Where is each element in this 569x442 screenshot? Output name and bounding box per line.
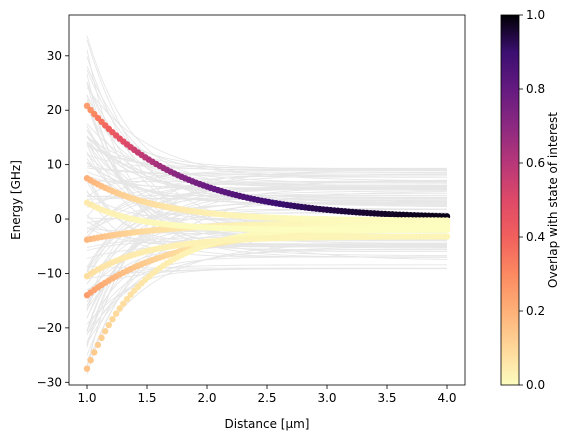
background-curve <box>86 174 448 238</box>
x-axis: 1.0 1.5 2.0 2.5 3.0 3.5 4.0 <box>77 385 457 405</box>
data-point <box>83 102 91 110</box>
colorbar-tick-label: 0.2 <box>526 304 545 318</box>
colorbar-tick-label: 0.8 <box>526 82 545 96</box>
background-curve <box>86 180 447 183</box>
y-axis: −30 −20 −10 0 10 20 30 <box>37 49 69 389</box>
x-tick-label: 3.0 <box>317 391 336 405</box>
x-tick-label: 4.0 <box>437 391 456 405</box>
x-axis-label: Distance [μm] <box>225 417 310 431</box>
colorbar-gradient <box>500 14 520 386</box>
colorbar-tick-label: 0.4 <box>526 230 545 244</box>
data-point <box>120 300 127 307</box>
x-tick-label: 1.5 <box>137 391 156 405</box>
background-curve <box>86 102 448 178</box>
colorbar: 0.0 0.2 0.4 0.6 0.8 1.0 Overlap with state of… <box>500 8 560 392</box>
data-point <box>87 357 94 364</box>
background-curve <box>86 175 447 189</box>
background-curve <box>86 172 447 198</box>
colorbar-ticks: 0.0 0.2 0.4 0.6 0.8 1.0 <box>519 8 545 392</box>
colorbar-tick-label: 0.0 <box>526 378 545 392</box>
background-curve <box>86 130 448 199</box>
background-curve <box>86 175 447 258</box>
y-tick-label: 30 <box>47 49 62 63</box>
data-point <box>109 316 116 323</box>
x-tick-label: 2.5 <box>257 391 276 405</box>
background-curve <box>86 145 447 172</box>
background-curve <box>86 154 447 171</box>
y-tick-label: 20 <box>47 103 62 117</box>
background-curve <box>86 242 448 361</box>
y-tick-label: −10 <box>37 266 62 280</box>
background-curve <box>86 182 448 208</box>
data-point <box>123 295 131 303</box>
data-point <box>105 321 113 329</box>
x-tick-label: 3.5 <box>377 391 396 405</box>
colorbar-label: Overlap with state of interest <box>546 112 560 288</box>
data-point <box>83 365 91 372</box>
y-tick-label: 0 <box>54 212 62 226</box>
background-curve <box>86 129 447 190</box>
background-curve <box>86 94 447 186</box>
data-point <box>443 233 451 240</box>
colorbar-tick-label: 0.6 <box>526 156 545 170</box>
plot-area: 1.0 1.5 2.0 2.5 3.0 3.5 4.0 −30 −20 −10 0 10 20 30 D… <box>9 14 466 431</box>
data-point <box>443 226 451 234</box>
x-tick-label: 1.0 <box>77 391 96 405</box>
background-curve <box>86 104 448 256</box>
data-point <box>101 328 109 335</box>
background-curve <box>86 190 448 233</box>
background-curve <box>86 264 447 291</box>
data-point <box>112 310 120 317</box>
data-point <box>98 334 105 342</box>
y-tick-label: 10 <box>47 158 62 172</box>
data-point <box>91 349 98 356</box>
y-tick-label: −30 <box>37 375 62 389</box>
y-axis-label: Energy [GHz] <box>9 160 23 240</box>
data-point <box>94 341 102 349</box>
colorbar-tick-label: 1.0 <box>526 8 545 22</box>
x-tick-label: 2.0 <box>197 391 216 405</box>
background-curve <box>86 73 447 253</box>
y-tick-label: −20 <box>37 321 62 335</box>
data-point <box>116 305 123 312</box>
series-points <box>83 102 451 372</box>
